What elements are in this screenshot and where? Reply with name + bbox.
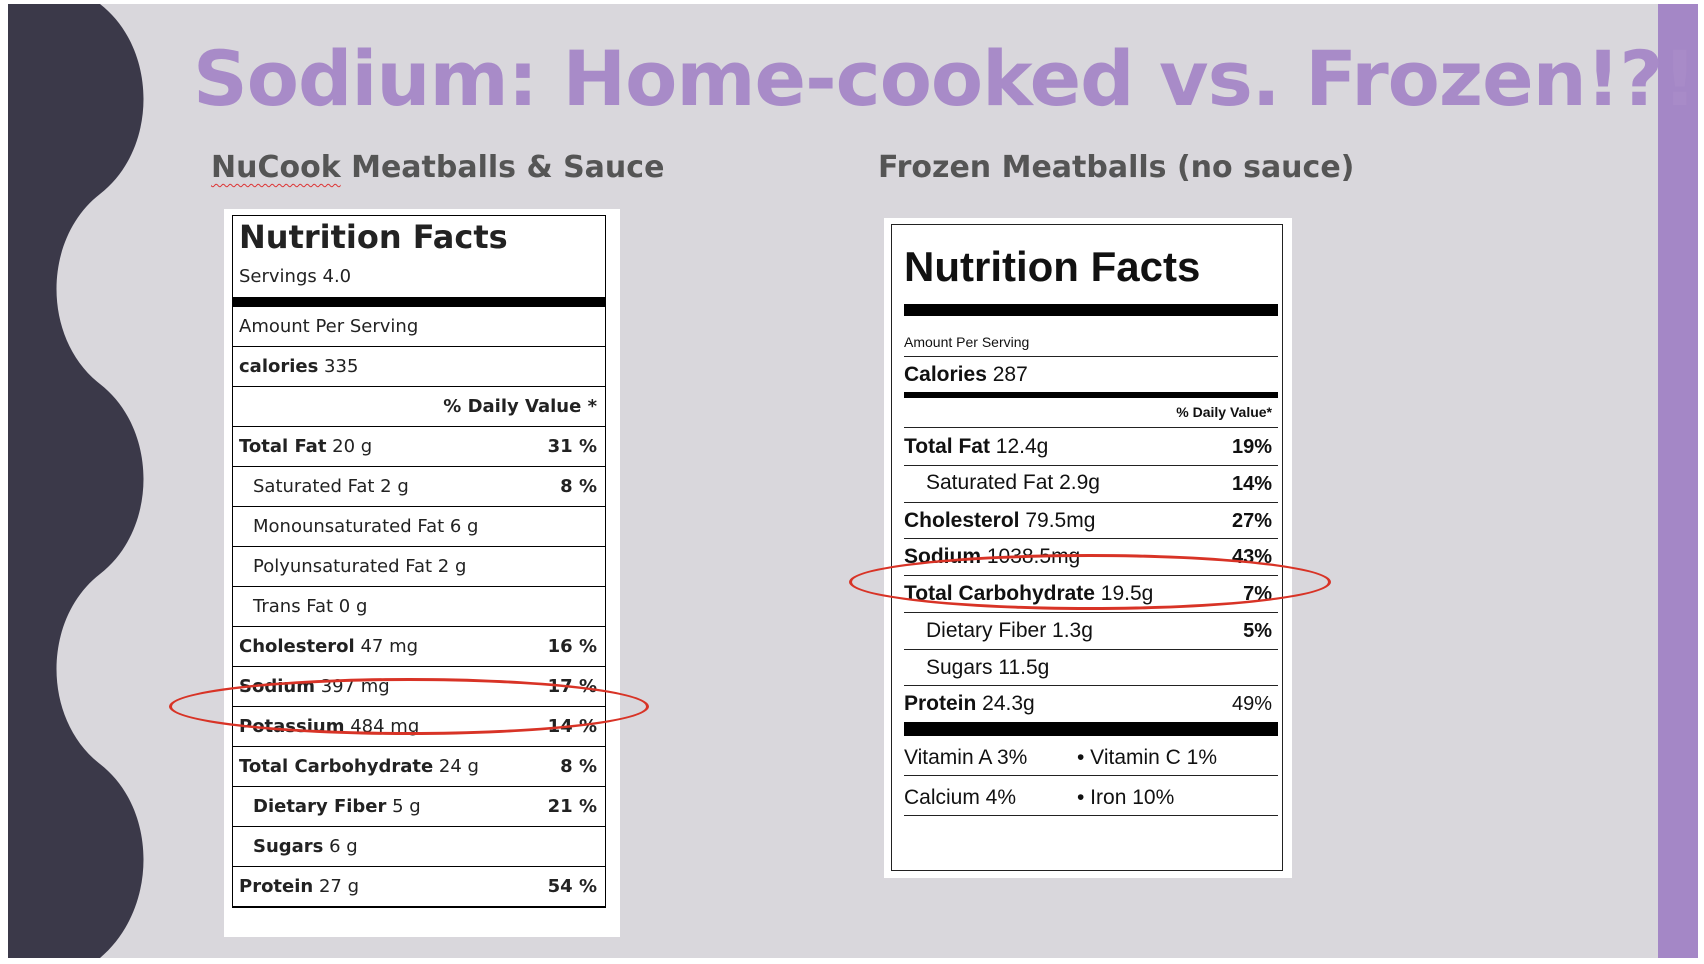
thick-divider: [904, 304, 1278, 316]
vitamin-a: Vitamin A 3%: [904, 746, 1028, 769]
label-title: Nutrition Facts: [904, 243, 1201, 290]
nutrient-label: Cholesterol 79.5mg: [904, 509, 1096, 532]
nutrient-label: Total Fat 12.4g: [904, 435, 1049, 458]
nutrient-row: Protein 27 g 54 %: [233, 867, 605, 907]
sodium-highlight-circle: [169, 678, 649, 735]
wavy-side-band: [8, 4, 144, 958]
nutrition-facts-label-frozen: Nutrition Facts Amount Per Serving Calor…: [891, 224, 1283, 871]
nutrient-label: Protein 24.3g: [904, 692, 1035, 715]
presentation-slide: Sodium: Home-cooked vs. Frozen!?!? NuCoo…: [8, 4, 1698, 958]
label-header: Nutrition Facts Servings 4.0: [233, 216, 605, 307]
calories-row: calories 335: [233, 347, 605, 387]
divider: [904, 815, 1278, 816]
iron: • Iron 10%: [1077, 786, 1175, 809]
sodium-highlight-circle: [849, 554, 1331, 610]
nutrient-dv: 5%: [1243, 620, 1272, 642]
nutrient-dv: 14%: [1231, 473, 1272, 495]
nutrition-facts-label-nucook: Nutrition Facts Servings 4.0 Amount Per …: [232, 215, 606, 908]
divider: [904, 775, 1278, 776]
divider: [904, 612, 1278, 613]
label-title: Nutrition Facts: [239, 218, 508, 256]
nutrient-dv: 27%: [1231, 510, 1272, 532]
thick-divider: [904, 722, 1278, 736]
divider: [904, 465, 1278, 466]
divider: [904, 649, 1278, 650]
calories-row: Calories 287: [904, 363, 1028, 386]
divider: [904, 356, 1278, 357]
nutrient-row: Cholesterol 47 mg 16 %: [233, 627, 605, 667]
nutrient-label: Sugars 11.5g: [926, 656, 1050, 679]
amount-per-serving: Amount Per Serving: [233, 307, 605, 347]
nutrient-row: Dietary Fiber 5 g 21 %: [233, 787, 605, 827]
servings-text: Servings 4.0: [239, 266, 352, 287]
daily-value-header: % Daily Value *: [233, 387, 605, 427]
vitamin-c: • Vitamin C 1%: [1077, 746, 1218, 769]
nutrient-row: Sugars 6 g: [233, 827, 605, 867]
divider: [904, 685, 1278, 686]
nutrient-row: Total Fat 20 g 31 %: [233, 427, 605, 467]
slide-title: Sodium: Home-cooked vs. Frozen!?!?: [193, 34, 1698, 123]
nutrient-label: Saturated Fat 2.9g: [926, 471, 1100, 494]
nutrient-row: Polyunsaturated Fat 2 g: [233, 547, 605, 587]
medium-divider: [904, 392, 1278, 398]
divider: [904, 427, 1278, 428]
nutrient-label: Dietary Fiber 1.3g: [926, 619, 1093, 642]
calcium: Calcium 4%: [904, 786, 1017, 809]
nutrient-dv: 49%: [1231, 693, 1272, 715]
amount-per-serving: Amount Per Serving: [904, 334, 1030, 350]
frozen-nutrition-image: Nutrition Facts Amount Per Serving Calor…: [884, 218, 1292, 878]
nutrient-row: Trans Fat 0 g: [233, 587, 605, 627]
divider: [904, 502, 1278, 503]
right-accent-band: [1658, 4, 1698, 958]
nutrient-row: Monounsaturated Fat 6 g: [233, 507, 605, 547]
nucook-heading: NuCook Meatballs & Sauce: [211, 150, 665, 185]
nucook-nutrition-image: Nutrition Facts Servings 4.0 Amount Per …: [224, 209, 620, 937]
daily-value-header: % Daily Value*: [1176, 404, 1272, 420]
nutrient-dv: 19%: [1231, 436, 1272, 458]
divider: [904, 538, 1278, 539]
spellcheck-underlined-word: NuCook: [211, 150, 341, 185]
frozen-heading: Frozen Meatballs (no sauce): [878, 150, 1355, 185]
